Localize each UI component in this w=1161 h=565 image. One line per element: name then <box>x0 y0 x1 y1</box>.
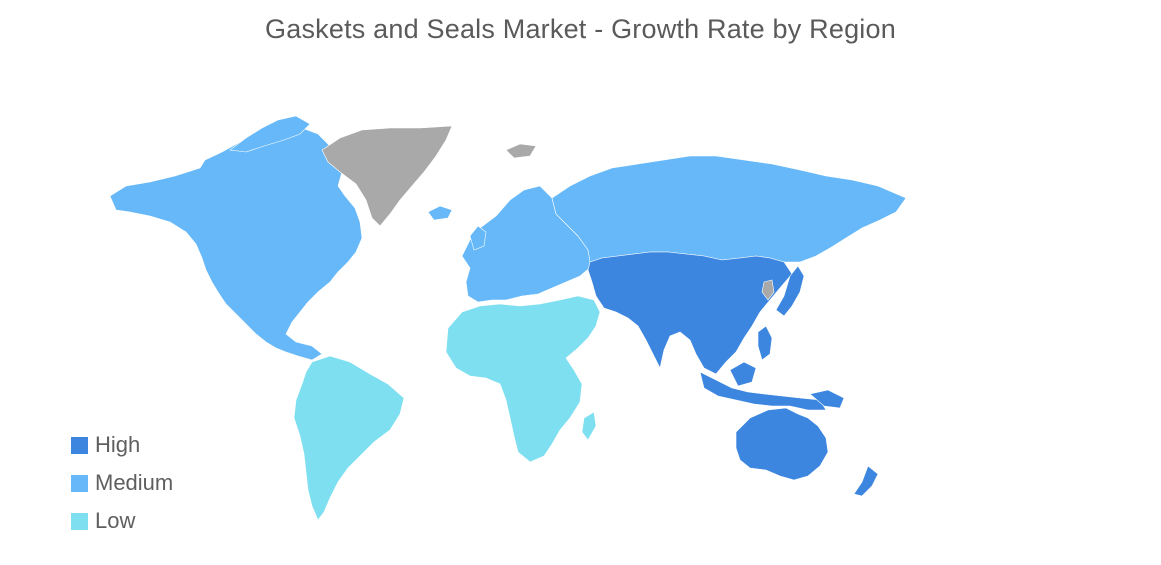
region-north-america-arctic-islands <box>229 115 311 153</box>
region-borneo <box>729 361 757 387</box>
region-new-zealand <box>853 465 879 497</box>
region-iceland <box>427 205 453 221</box>
legend-item-medium: Medium <box>71 464 173 502</box>
region-new-guinea <box>809 389 845 409</box>
region-south-america <box>293 355 405 521</box>
legend-swatch-medium <box>71 474 88 492</box>
legend-swatch-low <box>71 512 88 530</box>
region-middle-east-africa <box>445 295 601 463</box>
region-se-asia-islands <box>699 371 827 411</box>
region-madagascar <box>581 411 597 441</box>
legend-label-medium: Medium <box>95 470 174 495</box>
region-russia <box>551 155 907 263</box>
legend-label-low: Low <box>95 508 136 533</box>
legend-label-high: High <box>95 432 141 457</box>
region-japan <box>775 265 805 317</box>
region-australia <box>735 407 829 481</box>
legend: High Medium Low <box>71 426 173 540</box>
region-philippines <box>757 325 773 361</box>
legend-item-high: High <box>71 426 173 464</box>
region-uk <box>469 225 487 251</box>
region-greenland <box>321 125 453 227</box>
region-korea <box>761 279 775 301</box>
region-north-america <box>109 127 363 361</box>
chart-title: Gaskets and Seals Market - Growth Rate b… <box>265 14 896 44</box>
region-asia-pacific <box>587 251 793 375</box>
region-svalbard <box>505 143 537 159</box>
legend-item-low: Low <box>71 502 173 540</box>
legend-swatch-high <box>71 436 88 454</box>
